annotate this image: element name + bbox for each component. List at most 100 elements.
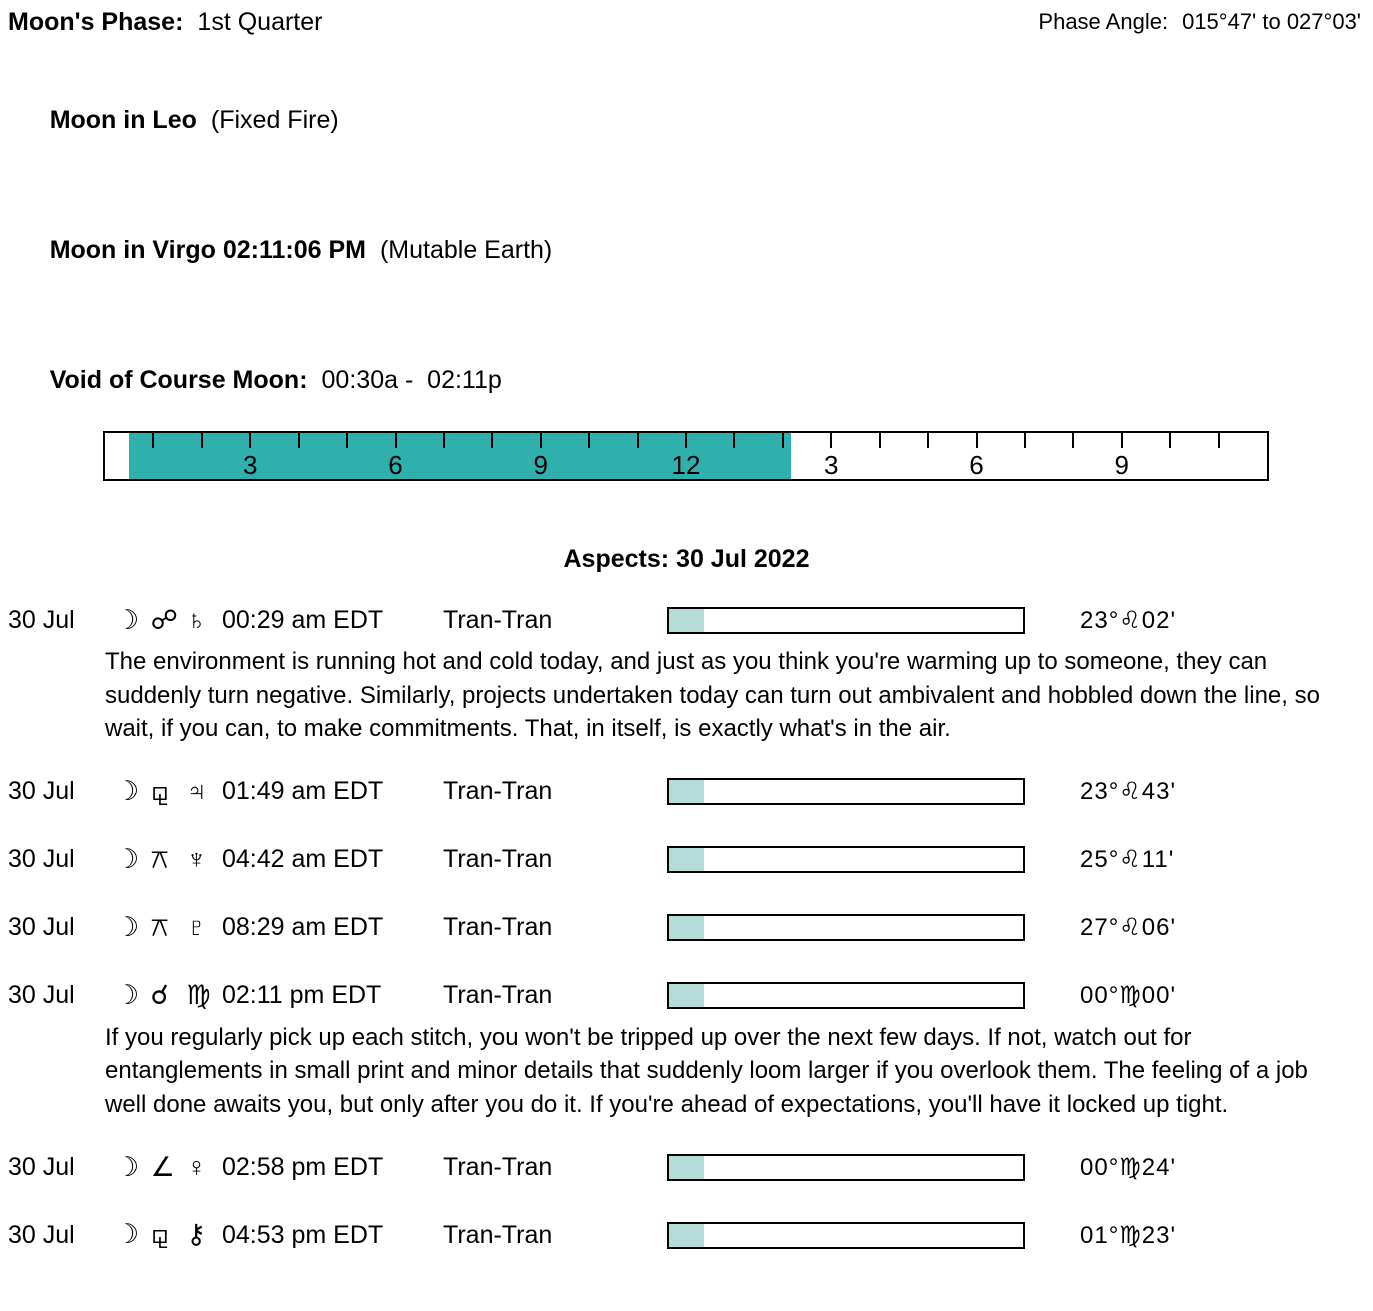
hour-tick xyxy=(539,433,542,448)
aspect-orb-bar xyxy=(667,606,1025,634)
hour-tick xyxy=(830,433,833,448)
voc-times: 00:30a - 02:11p xyxy=(321,366,502,394)
moon-next-sign-label: Moon in Virgo 02:11:06 PM xyxy=(49,236,366,264)
hour-tick xyxy=(975,433,978,448)
aspect-degree: 01°♍23' xyxy=(1080,1221,1177,1249)
astrology-report-page: Moon's Phase: 1st Quarter Phase Angle: 015… xyxy=(0,0,1373,1249)
aspect-orb-fill xyxy=(669,1223,705,1247)
moon-icon: ☽ xyxy=(115,1151,140,1182)
hour-tick xyxy=(733,433,736,448)
hour-tick-label: 6 xyxy=(388,450,403,480)
hour-tick xyxy=(346,433,349,448)
aspect-time: 01:49 am EDT xyxy=(222,777,384,805)
aspect-row: 30 Jul ☽ ⚻ ♆ 04:42 am EDT Tran-Tran 25°♌… xyxy=(8,838,1373,882)
aspect-date: 30 Jul xyxy=(8,845,75,873)
hour-tick-label: 3 xyxy=(243,450,258,480)
aspect-row: 30 Jul ☽ ⚻ ♇ 08:29 am EDT Tran-Tran 27°♌… xyxy=(8,906,1373,950)
hour-tick xyxy=(878,433,881,448)
chiron-icon: ⚷ xyxy=(186,1219,207,1249)
opposition-icon: ☍ xyxy=(150,604,179,635)
voc-fill xyxy=(129,433,792,479)
hour-tick xyxy=(1023,433,1026,448)
moon-sign-element: (Fixed Fire) xyxy=(210,106,339,134)
aspect-date: 30 Jul xyxy=(8,777,75,805)
hour-tick xyxy=(152,433,155,448)
aspect-description: The environment is running hot and cold … xyxy=(105,648,1320,742)
aspect-date: 30 Jul xyxy=(8,913,75,941)
moon-next-sign-element: (Mutable Earth) xyxy=(379,236,553,264)
aspect-type: Tran-Tran xyxy=(443,981,553,1009)
aspect-date: 30 Jul xyxy=(8,605,75,634)
aspect-glyphs: ☽ ⚻ ♆ xyxy=(115,844,222,876)
aspect-type: Tran-Tran xyxy=(443,605,553,634)
aspect-date: 30 Jul xyxy=(8,981,75,1009)
aspect-type: Tran-Tran xyxy=(443,1220,553,1249)
hour-tick-label: 6 xyxy=(969,450,984,480)
aspect-glyphs: ☽ ⚼ ♃ xyxy=(115,776,222,808)
aspect-time: 04:53 pm EDT xyxy=(222,1220,384,1249)
aspect-orb-bar xyxy=(667,982,1025,1009)
hour-tick xyxy=(1169,433,1172,448)
aspect-row: 30 Jul ☽ ∠ ♀ 02:58 pm EDT Tran-Tran 00°♍… xyxy=(8,1145,1373,1189)
hour-tick xyxy=(1217,433,1220,448)
moon-sign-line: Moon in Leo (Fixed Fire) xyxy=(8,72,1373,168)
aspect-type: Tran-Tran xyxy=(443,913,553,941)
hour-tick xyxy=(685,433,687,448)
venus-icon: ♀ xyxy=(186,1151,207,1182)
hour-tick xyxy=(1120,433,1123,448)
voc-ruler: 3 6 9 12 3 6 9 xyxy=(103,431,1269,481)
hour-tick-label: 9 xyxy=(533,450,548,480)
aspect-glyphs: ☽ ∠ ♀ xyxy=(115,1152,222,1183)
sesquiquadrate-icon: ⚼ xyxy=(150,775,170,806)
moon-icon: ☽ xyxy=(115,775,140,806)
aspect-date: 30 Jul xyxy=(8,1220,75,1249)
pluto-icon: ♇ xyxy=(186,911,207,942)
sesquiquadrate-icon: ⚼ xyxy=(150,1219,170,1249)
moon-icon: ☽ xyxy=(115,911,140,942)
aspect-time: 04:42 am EDT xyxy=(222,845,384,873)
phase-angle-value: 015°47' to 027°03' xyxy=(1182,9,1361,34)
hour-tick xyxy=(394,433,397,448)
aspect-degree: 25°♌11' xyxy=(1080,846,1175,873)
moons-phase-value: 1st Quarter xyxy=(197,8,323,36)
quincunx-icon: ⚻ xyxy=(150,843,169,874)
aspect-orb-fill xyxy=(669,780,705,803)
aspect-degree: 23°♌43' xyxy=(1080,778,1177,805)
aspect-time: 02:11 pm EDT xyxy=(222,981,382,1009)
moon-icon: ☽ xyxy=(115,1219,140,1249)
aspect-glyphs: ☽ ⚻ ♇ xyxy=(115,912,222,944)
aspect-orb-bar xyxy=(667,778,1025,805)
report-header: Moon's Phase: 1st Quarter Phase Angle: 015… xyxy=(0,0,1373,428)
aspect-orb-bar xyxy=(667,914,1025,941)
aspect-type: Tran-Tran xyxy=(443,1152,553,1181)
hour-tick xyxy=(200,433,203,448)
quincunx-icon: ⚻ xyxy=(150,911,169,942)
aspect-orb-fill xyxy=(669,1155,705,1179)
jupiter-icon: ♃ xyxy=(186,775,207,806)
conjunction-icon: ☌ xyxy=(150,980,169,1010)
hour-tick-label: 12 xyxy=(671,450,701,480)
hour-tick xyxy=(1072,433,1075,448)
moon-icon: ☽ xyxy=(115,843,140,874)
moon-icon: ☽ xyxy=(115,980,140,1010)
aspect-degree: 00°♍24' xyxy=(1080,1153,1177,1181)
hour-tick xyxy=(781,433,784,448)
aspect-date: 30 Jul xyxy=(8,1152,75,1181)
aspect-type: Tran-Tran xyxy=(443,845,553,873)
hour-tick-label: 9 xyxy=(1114,450,1129,480)
aspect-orb-fill xyxy=(669,608,705,632)
hour-tick xyxy=(588,433,591,448)
moon-sign-label: Moon in Leo xyxy=(49,106,197,134)
phase-angle: Phase Angle: 015°47' to 027°03' xyxy=(1038,6,1361,38)
moons-phase-label: Moon's Phase: xyxy=(8,8,184,36)
aspect-row: 30 Jul ☽ ⚼ ♃ 01:49 am EDT Tran-Tran 23°♌… xyxy=(8,770,1373,814)
aspect-glyphs: ☽ ⚼ ⚷ xyxy=(115,1219,222,1251)
aspect-orb-bar xyxy=(667,846,1025,873)
hour-tick xyxy=(491,433,494,448)
phase-angle-label: Phase Angle: xyxy=(1038,9,1169,34)
hour-tick xyxy=(297,433,300,448)
aspects-title: Aspects: 30 Jul 2022 xyxy=(563,545,810,573)
aspect-orb-fill xyxy=(669,848,705,871)
hour-tick-label: 3 xyxy=(824,450,839,480)
aspect-type: Tran-Tran xyxy=(443,777,553,805)
